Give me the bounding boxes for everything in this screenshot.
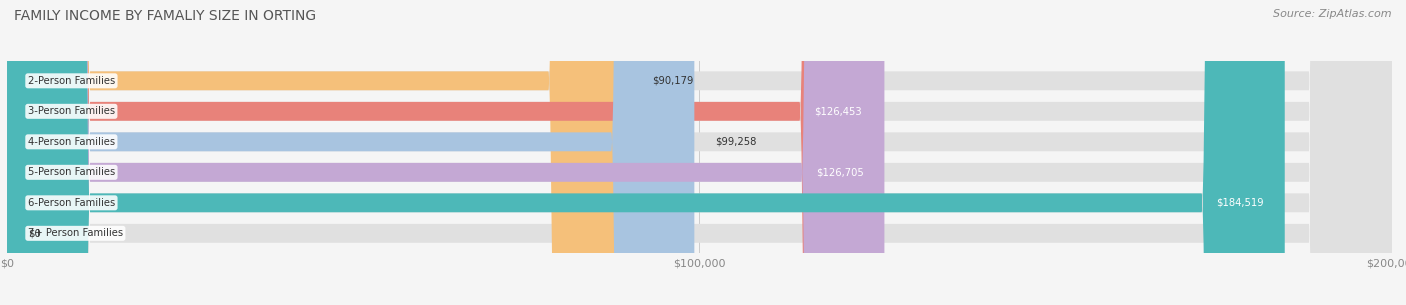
FancyBboxPatch shape xyxy=(7,0,883,305)
FancyBboxPatch shape xyxy=(7,0,695,305)
Text: 5-Person Families: 5-Person Families xyxy=(28,167,115,177)
FancyBboxPatch shape xyxy=(7,0,1392,305)
Text: 6-Person Families: 6-Person Families xyxy=(28,198,115,208)
Text: $0: $0 xyxy=(28,228,41,238)
FancyBboxPatch shape xyxy=(7,0,1392,305)
FancyBboxPatch shape xyxy=(7,0,1392,305)
FancyBboxPatch shape xyxy=(7,0,1392,305)
Text: $90,179: $90,179 xyxy=(652,76,693,86)
Text: 3-Person Families: 3-Person Families xyxy=(28,106,115,116)
Text: $99,258: $99,258 xyxy=(716,137,756,147)
FancyBboxPatch shape xyxy=(7,0,1285,305)
Text: FAMILY INCOME BY FAMALIY SIZE IN ORTING: FAMILY INCOME BY FAMALIY SIZE IN ORTING xyxy=(14,9,316,23)
Text: 7+ Person Families: 7+ Person Families xyxy=(28,228,122,238)
FancyBboxPatch shape xyxy=(7,0,884,305)
Text: 2-Person Families: 2-Person Families xyxy=(28,76,115,86)
FancyBboxPatch shape xyxy=(7,0,1392,305)
Text: $126,705: $126,705 xyxy=(815,167,863,177)
Text: Source: ZipAtlas.com: Source: ZipAtlas.com xyxy=(1274,9,1392,19)
FancyBboxPatch shape xyxy=(7,0,631,305)
Text: $184,519: $184,519 xyxy=(1216,198,1264,208)
FancyBboxPatch shape xyxy=(7,0,1392,305)
Text: 4-Person Families: 4-Person Families xyxy=(28,137,115,147)
Text: $126,453: $126,453 xyxy=(814,106,862,116)
